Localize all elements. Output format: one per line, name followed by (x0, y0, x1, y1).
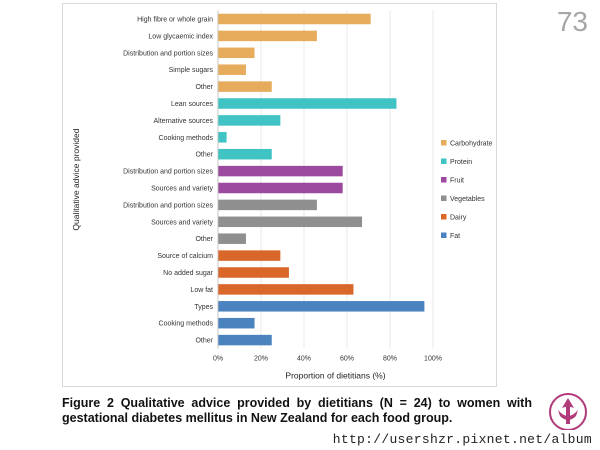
legend-label: Dairy (450, 215, 467, 222)
figure-caption: Figure 2 Qualitative advice provided by … (62, 396, 532, 425)
bar (218, 148, 272, 160)
bar (218, 216, 363, 228)
bar (218, 317, 255, 329)
bar (218, 115, 281, 126)
category-label: Cooking methods (159, 321, 214, 328)
category-label: Distribution and portion sizes (123, 202, 213, 209)
legend-swatch (441, 232, 447, 238)
category-label: Alternative sources (153, 118, 213, 125)
bar (218, 284, 354, 295)
chart-panel: High fibre or whole grain Low glycaemic i… (62, 3, 497, 387)
category-label: High fibre or whole grain (137, 17, 213, 24)
category-label: Lean sources (171, 101, 214, 108)
x-tick-label: 20% (254, 356, 268, 363)
category-label: Cooking methods (159, 135, 214, 142)
category-label: Other (195, 152, 213, 159)
bar (218, 165, 343, 177)
category-label: No added sugar (163, 270, 213, 277)
legend-swatch (441, 140, 447, 146)
bar (218, 301, 425, 312)
category-label: Sources and variety (151, 186, 213, 193)
legend-label: Fat (450, 233, 460, 240)
legend-swatch (441, 177, 447, 183)
legend-swatch (441, 214, 447, 220)
y-axis-title: Qualitative advice provided (71, 128, 81, 230)
category-label: Source of calcium (157, 253, 213, 260)
bar (218, 64, 246, 75)
x-tick-label: 60% (340, 356, 354, 363)
bar (218, 30, 317, 42)
x-tick-label: 0% (213, 356, 223, 363)
category-label: Low glycaemic index (148, 33, 213, 40)
bar (218, 132, 227, 143)
bar (218, 98, 397, 109)
bar (218, 13, 371, 25)
bar (218, 199, 317, 211)
legend-swatch (441, 195, 447, 201)
category-label: Simple sugars (169, 67, 214, 74)
legend-label: Fruit (450, 178, 464, 185)
bar-chart: High fibre or whole grain Low glycaemic i… (71, 10, 493, 381)
category-label: Other (195, 236, 213, 243)
category-label: Low fat (190, 287, 213, 294)
bar (218, 267, 289, 278)
category-label: Other (195, 338, 213, 345)
legend-label: Protein (450, 159, 472, 166)
x-axis-title: Proportion of dietitians (%) (285, 371, 385, 381)
bar (218, 250, 281, 261)
footer-bar (0, 430, 600, 450)
legend-swatch (441, 158, 447, 164)
legend-label: Vegetables (450, 196, 485, 203)
x-tick-label: 100% (424, 356, 442, 363)
bar (218, 334, 272, 346)
category-label: Types (194, 304, 213, 311)
x-tick-label: 40% (297, 356, 311, 363)
slide-number: 73 (556, 6, 588, 37)
category-label: Distribution and portion sizes (123, 169, 213, 176)
bar (218, 233, 246, 244)
bar (218, 47, 255, 59)
x-tick-label: 80% (383, 356, 397, 363)
category-label: Distribution and portion sizes (123, 50, 213, 57)
bar (218, 182, 343, 194)
university-logo-icon (549, 393, 587, 431)
legend-label: Carbohydrate (450, 141, 493, 148)
bar (218, 81, 272, 92)
category-label: Sources and variety (151, 219, 213, 226)
category-label: Other (195, 84, 213, 91)
footer-url[interactable]: http://usershzr.pixnet.net/album (332, 432, 592, 447)
